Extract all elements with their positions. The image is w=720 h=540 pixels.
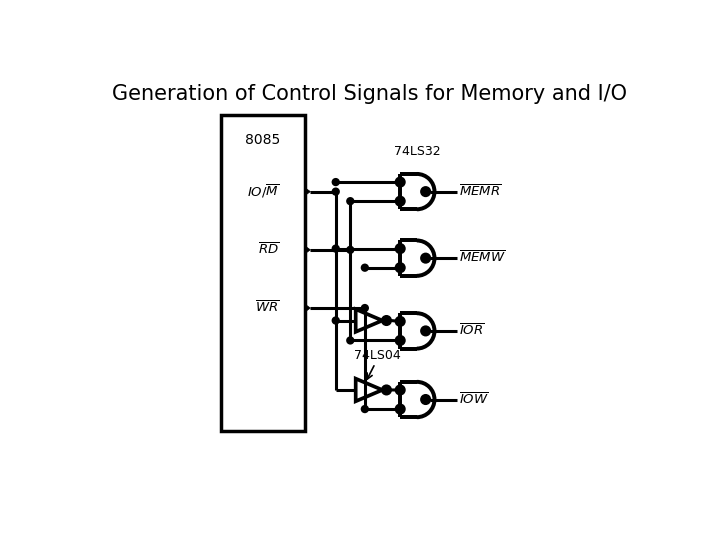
Text: $\overline{MEMW}$: $\overline{MEMW}$ xyxy=(459,251,505,266)
Text: 8085: 8085 xyxy=(246,133,281,147)
Circle shape xyxy=(347,198,354,204)
Circle shape xyxy=(421,395,430,404)
Circle shape xyxy=(396,264,405,272)
Polygon shape xyxy=(305,246,310,254)
Circle shape xyxy=(396,386,405,394)
Text: 74LS32: 74LS32 xyxy=(394,145,440,158)
Text: Generation of Control Signals for Memory and I/O: Generation of Control Signals for Memory… xyxy=(112,84,626,104)
Circle shape xyxy=(362,265,368,271)
Text: 74LS04: 74LS04 xyxy=(354,349,401,362)
Text: $IO/\overline{M}$: $IO/\overline{M}$ xyxy=(248,183,279,200)
Circle shape xyxy=(421,187,430,196)
Circle shape xyxy=(396,178,405,186)
Circle shape xyxy=(396,197,405,205)
Circle shape xyxy=(382,316,391,325)
Circle shape xyxy=(396,336,405,345)
Circle shape xyxy=(396,317,405,326)
Text: $\overline{IOW}$: $\overline{IOW}$ xyxy=(459,392,489,407)
Text: $\overline{IOR}$: $\overline{IOR}$ xyxy=(459,323,485,339)
Circle shape xyxy=(333,179,338,185)
Polygon shape xyxy=(305,304,310,312)
Text: $\overline{RD}$: $\overline{RD}$ xyxy=(258,242,279,258)
Polygon shape xyxy=(305,187,310,196)
Circle shape xyxy=(421,327,430,335)
Circle shape xyxy=(333,188,338,194)
Circle shape xyxy=(347,338,354,343)
Circle shape xyxy=(382,386,391,394)
Circle shape xyxy=(333,246,338,252)
Circle shape xyxy=(396,245,405,253)
Circle shape xyxy=(362,305,368,311)
Circle shape xyxy=(347,247,354,253)
Circle shape xyxy=(421,254,430,262)
Circle shape xyxy=(396,405,405,413)
Text: $\overline{MEMR}$: $\overline{MEMR}$ xyxy=(459,184,501,199)
Circle shape xyxy=(333,318,338,323)
Circle shape xyxy=(362,406,368,412)
Bar xyxy=(221,114,305,431)
Text: $\overline{WR}$: $\overline{WR}$ xyxy=(256,300,279,316)
